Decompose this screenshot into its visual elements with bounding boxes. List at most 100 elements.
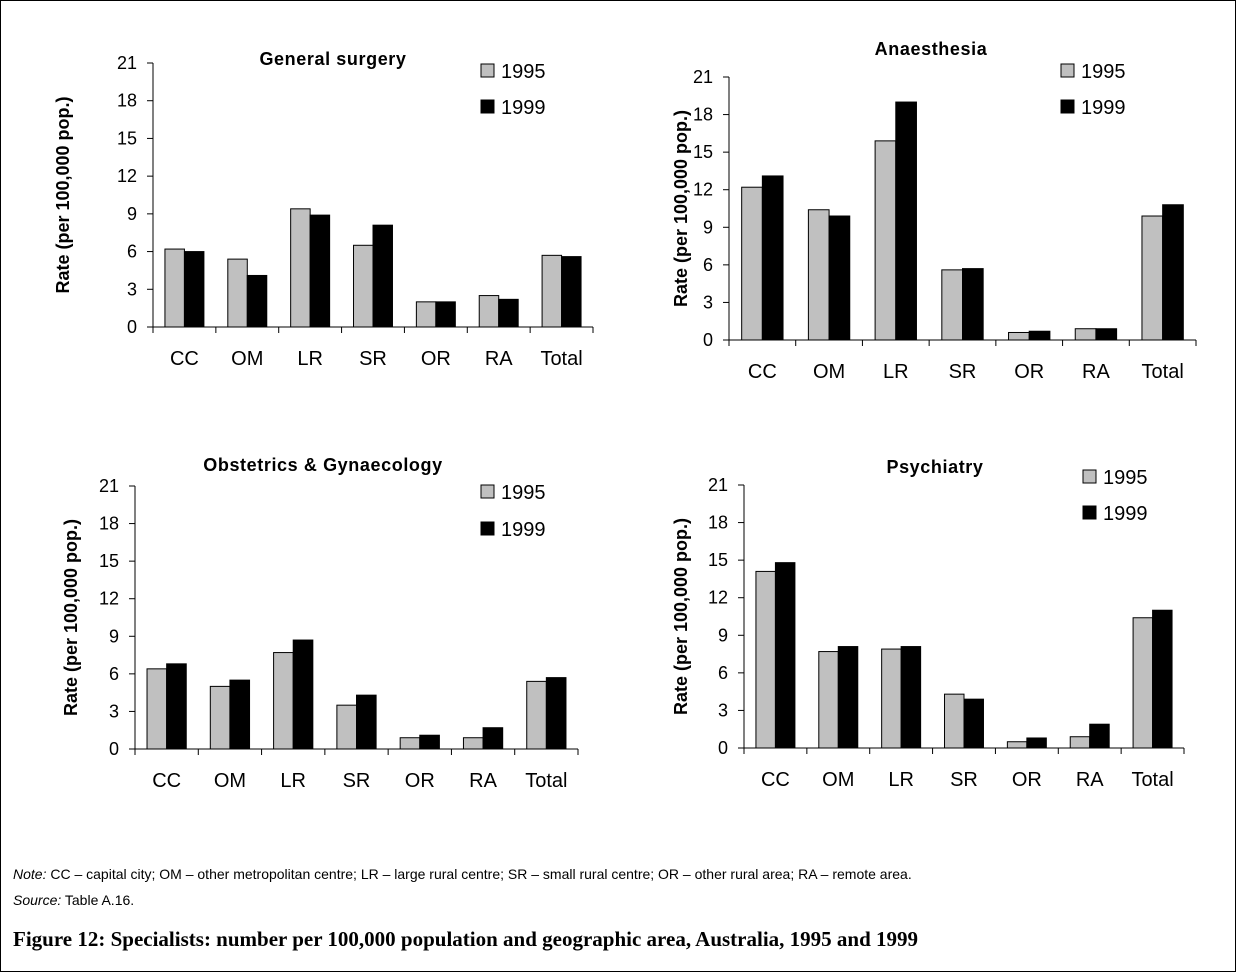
- x-category-label: OM: [822, 769, 854, 791]
- y-tick-label: 18: [99, 514, 119, 534]
- legend-label-1995: 1995: [501, 61, 546, 83]
- x-category-label: Total: [540, 348, 582, 370]
- x-category-label: LR: [883, 361, 909, 383]
- y-tick-label: 6: [109, 664, 119, 684]
- legend-swatch-1999: [481, 100, 494, 113]
- x-category-label: CC: [170, 348, 199, 370]
- y-tick-label: 6: [718, 663, 728, 683]
- x-category-label: Total: [1131, 769, 1173, 791]
- bar-1995-cc: [165, 249, 184, 327]
- bar-1995-total: [1133, 618, 1152, 748]
- legend-swatch-1995: [481, 64, 494, 77]
- y-tick-label: 12: [99, 589, 119, 609]
- y-tick-label: 21: [708, 475, 728, 495]
- x-category-label: LR: [888, 769, 914, 791]
- y-tick-label: 15: [99, 551, 119, 571]
- legend-swatch-1995: [1061, 64, 1074, 77]
- bar-1995-cc: [756, 571, 775, 748]
- legend-label-1995: 1995: [1103, 467, 1148, 489]
- x-category-label: SR: [359, 348, 387, 370]
- x-category-label: OR: [421, 348, 451, 370]
- bar-1999-lr: [901, 647, 920, 748]
- source-text: Table A.16.: [61, 892, 134, 908]
- x-category-label: CC: [152, 770, 181, 792]
- x-category-label: OM: [214, 770, 246, 792]
- legend-label-1999: 1999: [1081, 97, 1126, 119]
- y-axis-label: Rate (per 100,000 pop.): [53, 96, 73, 293]
- chart-title: General surgery: [259, 49, 406, 69]
- source-label: Source:: [13, 892, 61, 908]
- bar-1995-ra: [479, 296, 498, 327]
- y-tick-label: 12: [693, 180, 713, 200]
- bar-1995-lr: [882, 649, 901, 748]
- bar-1995-or: [400, 738, 420, 749]
- chart-panel-3: Obstetrics & Gynaecology Rate (per 100,00…: [61, 455, 578, 792]
- bar-1999-total: [562, 257, 581, 327]
- x-category-label: SR: [950, 769, 978, 791]
- bar-1999-ra: [1096, 329, 1117, 340]
- legend-label-1999: 1999: [501, 519, 546, 541]
- x-category-label: RA: [1082, 361, 1110, 383]
- y-tick-label: 15: [708, 550, 728, 570]
- note-text: CC – capital city; OM – other metropolit…: [46, 866, 911, 882]
- x-category-label: LR: [280, 770, 306, 792]
- bar-1999-sr: [963, 269, 984, 340]
- bar-1995-om: [210, 686, 230, 749]
- bar-1995-om: [808, 210, 829, 340]
- y-tick-label: 18: [708, 513, 728, 533]
- chart-title: Anaesthesia: [875, 39, 988, 59]
- bar-1999-sr: [964, 699, 983, 748]
- y-tick-label: 0: [703, 330, 713, 350]
- note-line: Note: CC – capital city; OM – other metr…: [13, 861, 1227, 887]
- bar-1995-sr: [945, 694, 964, 748]
- bar-1995-lr: [274, 653, 294, 749]
- bar-1999-or: [1027, 738, 1046, 748]
- y-axis-label: Rate (per 100,000 pop.): [671, 110, 691, 307]
- y-tick-label: 9: [718, 625, 728, 645]
- legend-label-1999: 1999: [1103, 503, 1148, 525]
- y-tick-label: 21: [99, 476, 119, 496]
- bar-1999-total: [546, 678, 566, 749]
- bar-1995-om: [228, 259, 247, 327]
- bar-1999-om: [230, 680, 250, 749]
- bar-1995-lr: [875, 141, 896, 340]
- bar-1995-ra: [463, 738, 483, 749]
- bar-1999-cc: [762, 176, 783, 340]
- source-line: Source: Table A.16.: [13, 887, 1227, 913]
- x-category-label: LR: [297, 348, 323, 370]
- bar-1995-ra: [1075, 329, 1096, 340]
- bar-1999-total: [1163, 205, 1184, 340]
- bar-1999-sr: [373, 225, 392, 327]
- bar-1995-sr: [942, 270, 963, 340]
- bar-1995-total: [1142, 216, 1163, 340]
- x-category-label: OR: [1012, 769, 1042, 791]
- x-category-label: SR: [949, 361, 977, 383]
- y-tick-label: 3: [703, 292, 713, 312]
- bar-1995-total: [542, 255, 561, 327]
- x-category-label: RA: [485, 348, 513, 370]
- bar-1999-cc: [167, 664, 187, 749]
- legend-swatch-1999: [1083, 506, 1096, 519]
- y-tick-label: 0: [718, 738, 728, 758]
- y-tick-label: 3: [109, 701, 119, 721]
- bar-1999-cc: [184, 252, 203, 327]
- bar-1999-om: [838, 647, 857, 748]
- y-tick-label: 3: [718, 700, 728, 720]
- bar-1995-or: [1009, 332, 1030, 340]
- bar-1999-total: [1153, 610, 1172, 748]
- bar-1995-total: [527, 681, 547, 749]
- y-tick-label: 3: [127, 279, 137, 299]
- y-tick-label: 9: [703, 217, 713, 237]
- charts-canvas: General surgery Rate (per 100,000 pop.) 0 3…: [1, 1, 1235, 851]
- legend-swatch-1995: [1083, 470, 1096, 483]
- y-tick-label: 15: [117, 128, 137, 148]
- x-category-label: SR: [343, 770, 371, 792]
- y-tick-label: 12: [708, 588, 728, 608]
- legend-swatch-1995: [481, 485, 494, 498]
- bar-1999-lr: [310, 215, 329, 327]
- bar-1999-om: [829, 216, 850, 340]
- y-tick-label: 6: [127, 242, 137, 262]
- y-tick-label: 21: [117, 53, 137, 73]
- bar-1995-or: [416, 302, 435, 327]
